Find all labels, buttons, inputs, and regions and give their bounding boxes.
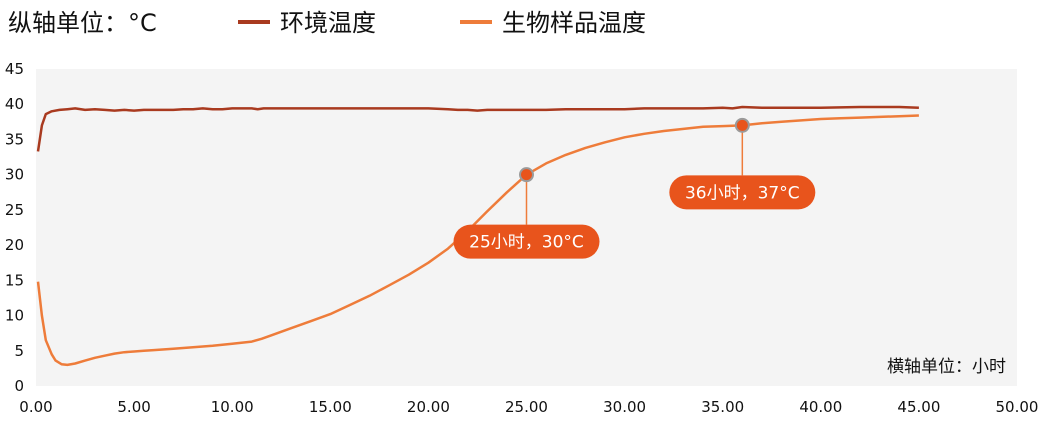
x-tick-label: 50.00 (996, 398, 1039, 416)
x-tick-label: 5.00 (117, 398, 150, 416)
annotations: 25小时，30°C 36小时，37°C (453, 117, 816, 259)
annotation-callout (453, 224, 600, 259)
y-tick-label: 30 (5, 166, 24, 184)
x-tick-label: 25.00 (505, 398, 548, 416)
x-tick-label: 35.00 (701, 398, 744, 416)
x-axis-unit-label: 横轴单位：小时 (887, 357, 1006, 377)
x-tick-label: 20.00 (407, 398, 450, 416)
y-axis-unit-label: 纵轴单位：°C (8, 9, 157, 37)
y-tick-label: 45 (5, 60, 24, 78)
annotation-label: 25小时，30°C (469, 233, 584, 253)
y-tick-label: 0 (14, 377, 24, 395)
y-tick-label: 15 (5, 271, 24, 289)
x-axis-ticks: 0.00 5.00 10.00 15.00 20.00 25.00 30.00 35.00 40… (19, 398, 1038, 416)
legend: 环境温度 生物样品温度 (238, 9, 646, 37)
y-tick-label: 10 (5, 307, 24, 325)
annotation-marker (734, 117, 750, 133)
x-tick-label: 40.00 (799, 398, 842, 416)
x-tick-label: 45.00 (897, 398, 940, 416)
annotation-marker (519, 167, 534, 183)
annotation-callout (669, 175, 816, 210)
y-tick-label: 5 (14, 342, 24, 360)
x-tick-label: 15.00 (309, 398, 352, 416)
series-line-environment (36, 105, 919, 152)
legend-label-environment: 环境温度 (280, 9, 376, 37)
annotation-label: 36小时，37°C (685, 183, 800, 203)
y-tick-label: 20 (5, 236, 24, 254)
x-tick-label: 0.00 (19, 398, 52, 416)
y-tick-label: 25 (5, 201, 24, 219)
y-tick-label: 35 (5, 130, 24, 148)
y-tick-label: 40 (5, 95, 24, 113)
x-tick-label: 10.00 (211, 398, 254, 416)
x-tick-label: 30.00 (603, 398, 646, 416)
legend-label-sample: 生物样品温度 (502, 9, 646, 37)
y-axis-ticks: 0 5 10 15 20 25 30 35 40 45 (5, 60, 24, 395)
